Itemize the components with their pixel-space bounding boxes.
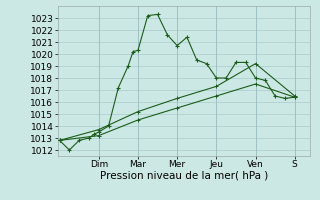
X-axis label: Pression niveau de la mer( hPa ): Pression niveau de la mer( hPa ) bbox=[100, 171, 268, 181]
